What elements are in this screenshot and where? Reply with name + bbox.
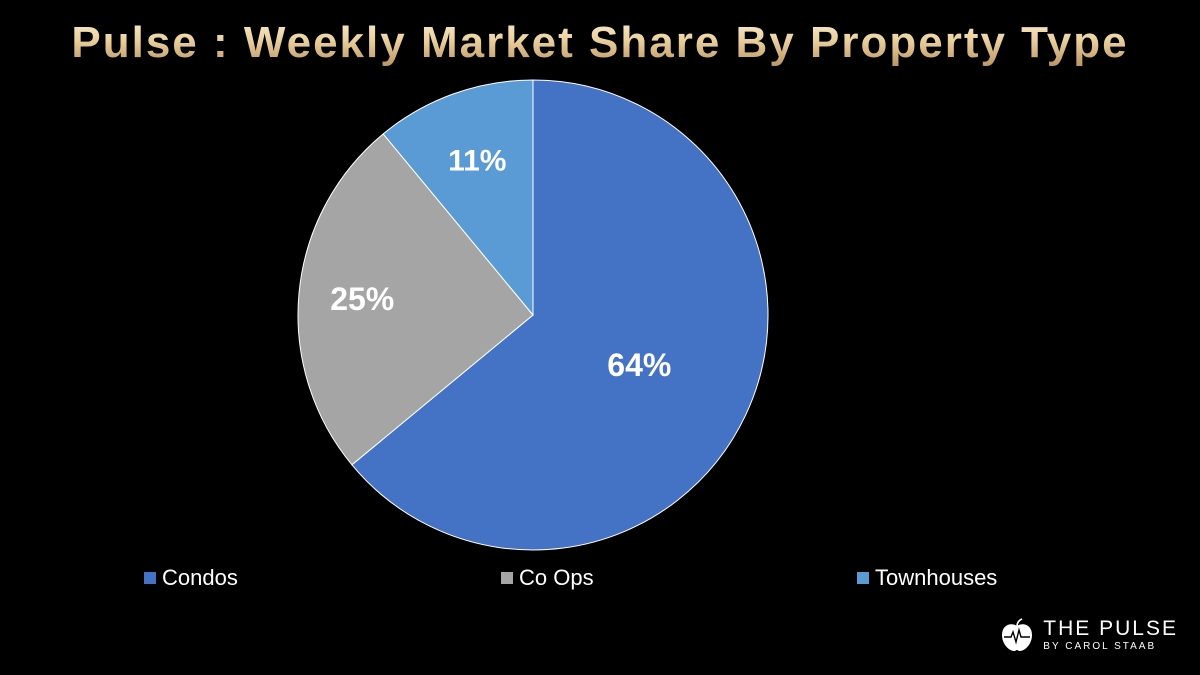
legend-item-condos: Condos: [144, 565, 238, 591]
chart-legend: Condos Co Ops Townhouses: [0, 565, 1200, 591]
legend-swatch-co-ops: [501, 572, 513, 584]
legend-label-condos: Condos: [162, 565, 238, 590]
logo-subtitle: BY CAROL STAAB: [1043, 641, 1157, 652]
legend-item-co-ops: Co Ops: [501, 565, 594, 591]
apple-pulse-icon: [1002, 618, 1033, 651]
pie-slices: [297, 79, 769, 551]
pie-data-labels: 64% 25% 11%: [330, 145, 671, 384]
pie-slice-co-ops: [297, 133, 534, 466]
data-label-condos: 64%: [607, 347, 671, 383]
legend-swatch-condos: [144, 572, 156, 584]
pie-slice-condos: [351, 79, 769, 551]
pie-slice-townhouses: [382, 79, 534, 317]
legend-label-townhouses: Townhouses: [875, 565, 998, 590]
brand-logo: THE PULSE BY CAROL STAAB: [999, 617, 1178, 653]
legend-label-co-ops: Co Ops: [519, 565, 594, 590]
legend-swatch-townhouses: [857, 572, 869, 584]
chart-title: Pulse : Weekly Market Share By Property …: [0, 18, 1200, 68]
logo-name: THE PULSE: [1043, 617, 1178, 640]
legend-item-townhouses: Townhouses: [857, 565, 997, 591]
data-label-co-ops: 25%: [330, 281, 394, 317]
data-label-townhouses: 11%: [448, 145, 506, 178]
